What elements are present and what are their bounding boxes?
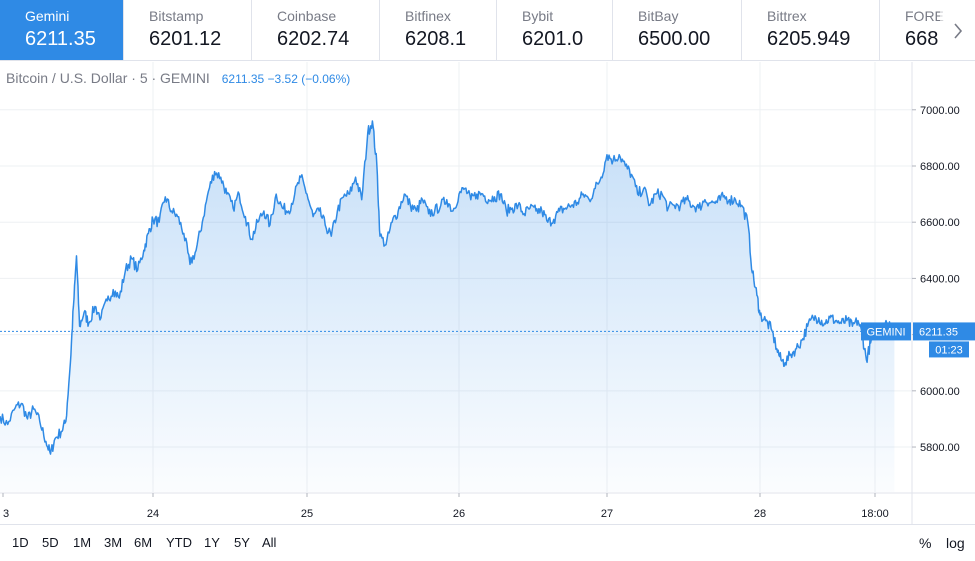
tab-gemini-name: Gemini	[25, 8, 70, 24]
x-tick-label: 24	[147, 508, 159, 520]
tab-bybit-name: Bybit	[522, 8, 554, 24]
range-toolbar: 1D 5D 1M 3M 6M YTD 1Y 5Y All % log	[0, 524, 975, 561]
tab-coinbase[interactable]: Coinbase 6202.74	[252, 0, 380, 60]
tab-gemini[interactable]: Gemini 6211.35	[0, 0, 124, 60]
x-tick-label: 26	[453, 508, 465, 520]
price-chart[interactable]: Bitcoin / U.S. Dollar · 5 · GEMINI 6211.…	[0, 62, 975, 524]
range-6m-button[interactable]: 6M	[134, 535, 153, 550]
tab-fore[interactable]: FORE 668	[880, 0, 975, 60]
y-tick-label: 6000.00	[920, 386, 960, 398]
tab-bittrex-name: Bittrex	[767, 8, 807, 24]
chart-legend: Bitcoin / U.S. Dollar · 5 · GEMINI 6211.…	[6, 70, 350, 86]
tab-bitstamp-name: Bitstamp	[149, 8, 204, 24]
tab-bitfinex-name: Bitfinex	[405, 8, 451, 24]
area-fill	[0, 121, 895, 492]
y-tick-label: 6600.00	[920, 217, 960, 229]
tab-fore-price: 668	[905, 28, 939, 50]
exchange-label-bg	[861, 322, 911, 341]
tab-fore-name: FORE	[905, 8, 944, 24]
range-all-button[interactable]: All	[262, 535, 277, 550]
tab-coinbase-name: Coinbase	[277, 8, 337, 24]
y-tick-label: 5800.00	[920, 442, 960, 454]
range-1m-button[interactable]: 1M	[73, 535, 92, 550]
chart-canvas[interactable]: 5800.006000.006200.006400.006600.006800.…	[0, 62, 975, 524]
scroll-tabs-right-button[interactable]	[940, 0, 975, 60]
exchange-tab-bar: Gemini 6211.35 Bitstamp 6201.12 Coinbase…	[0, 0, 975, 61]
price-labels: GEMINI 6211.35 01:23	[0, 322, 975, 358]
bar-countdown-tag: 01:23	[935, 344, 963, 356]
tab-bitbay-name: BitBay	[638, 8, 679, 24]
tab-bitstamp-price: 6201.12	[149, 28, 222, 50]
tab-bitfinex[interactable]: Bitfinex 6208.1	[380, 0, 497, 60]
range-ytd-button[interactable]: YTD	[166, 535, 192, 550]
tab-coinbase-price: 6202.74	[277, 28, 350, 50]
x-tick-label: 3	[3, 508, 9, 520]
tab-bitbay[interactable]: BitBay 6500.00	[613, 0, 742, 60]
countdown-tag-bg	[929, 341, 969, 358]
percent-scale-button[interactable]: %	[919, 535, 932, 551]
x-tick-label: 27	[601, 508, 613, 520]
log-scale-button[interactable]: log	[946, 535, 965, 551]
legend-symbol: Bitcoin / U.S. Dollar · 5 · GEMINI	[6, 70, 210, 86]
tab-bitfinex-price: 6208.1	[405, 28, 467, 50]
tab-gemini-price: 6211.35	[25, 28, 96, 50]
price-line	[0, 120, 896, 455]
price-line-path	[0, 120, 896, 455]
y-tick-label: 7000.00	[920, 105, 960, 117]
area-fill-path	[0, 121, 895, 492]
x-tick-label: 25	[301, 508, 313, 520]
range-3m-button[interactable]: 3M	[104, 535, 123, 550]
range-5y-button[interactable]: 5Y	[234, 535, 250, 550]
range-5d-button[interactable]: 5D	[42, 535, 59, 550]
tab-bybit-price: 6201.0	[522, 28, 584, 50]
legend-quote: 6211.35 −3.52 (−0.06%)	[221, 72, 351, 86]
exchange-price-label: GEMINI	[866, 326, 905, 338]
chevron-right-icon	[953, 22, 962, 39]
tab-bybit[interactable]: Bybit 6201.0	[497, 0, 613, 60]
x-tick-label: 28	[754, 508, 766, 520]
range-1y-button[interactable]: 1Y	[204, 535, 220, 550]
current-price-tag-bg	[913, 322, 975, 341]
tab-bittrex-price: 6205.949	[767, 28, 851, 50]
y-tick-label: 6400.00	[920, 273, 960, 285]
tab-bitstamp[interactable]: Bitstamp 6201.12	[124, 0, 252, 60]
tab-bittrex[interactable]: Bittrex 6205.949	[742, 0, 880, 60]
tab-bitbay-price: 6500.00	[638, 28, 711, 50]
range-1d-button[interactable]: 1D	[12, 535, 29, 550]
current-price-tag: 6211.35	[919, 326, 958, 338]
x-tick-label: 18:00	[861, 508, 889, 520]
y-tick-label: 6800.00	[920, 161, 960, 173]
